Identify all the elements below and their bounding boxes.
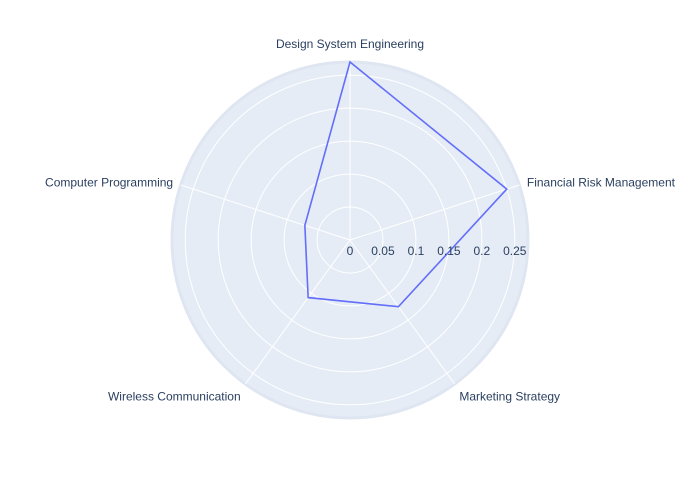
radial-tick-label: 0.1	[408, 244, 425, 258]
grid-spoke	[180, 184, 351, 241]
category-label: Computer Programming	[45, 176, 173, 190]
radial-tick-label: 0.05	[371, 244, 395, 258]
radial-tick-label: 0	[347, 244, 354, 258]
radial-tick-label: 0.2	[474, 244, 491, 258]
grid-spoke	[244, 239, 351, 385]
category-label: Wireless Communication	[108, 389, 241, 403]
grid-spoke	[349, 184, 520, 241]
category-label: Financial Risk Management	[527, 176, 676, 190]
category-label: Marketing Strategy	[459, 389, 560, 403]
series-line	[304, 60, 508, 308]
radial-tick-label: 0.25	[503, 244, 527, 258]
grid-spoke	[349, 239, 456, 385]
radial-tick-label: 0.15	[437, 244, 461, 258]
category-label: Design System Engineering	[276, 37, 424, 51]
